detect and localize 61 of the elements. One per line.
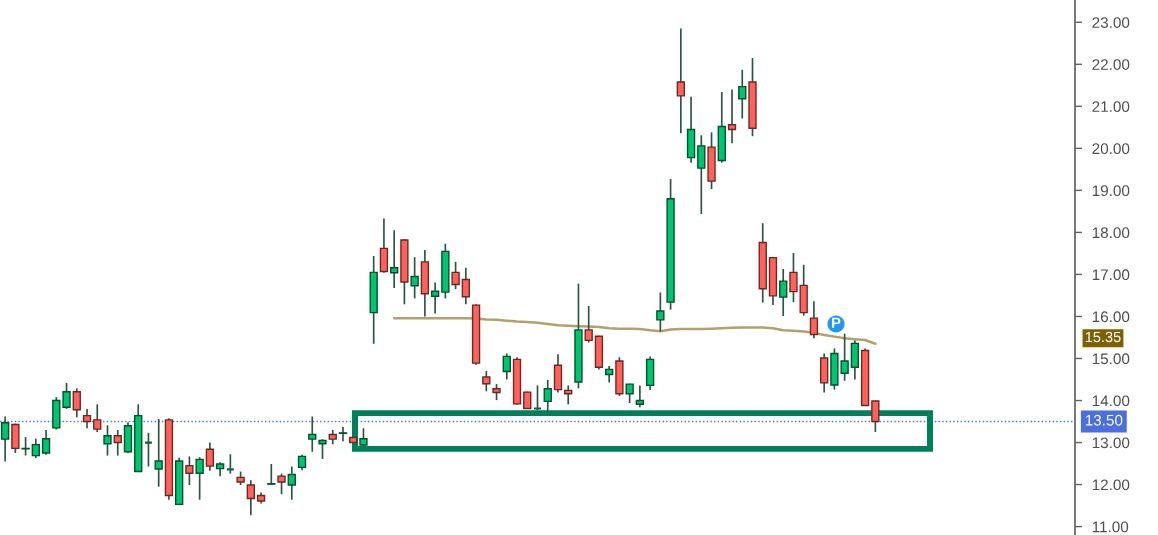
candlestick — [246, 479, 256, 517]
candlestick — [430, 281, 440, 315]
candlestick — [205, 441, 215, 472]
candlestick — [410, 256, 419, 300]
y-tick-label: 11.00 — [1092, 521, 1129, 533]
candlestick — [697, 134, 706, 215]
y-tick-label: 15.00 — [1092, 353, 1130, 365]
y-tick-label: 16.00 — [1092, 311, 1130, 323]
candlestick — [727, 88, 737, 145]
candlestick — [185, 455, 194, 486]
candlestick — [676, 27, 686, 135]
candlestick — [635, 384, 645, 409]
candlestick — [308, 415, 317, 453]
y-tick-label: 22.00 — [1092, 59, 1130, 70]
candlestick — [482, 370, 491, 393]
candlestick — [31, 437, 41, 459]
y-tick-label: 21.00 — [1092, 101, 1130, 113]
candlestick — [103, 424, 112, 457]
candlestick — [779, 268, 788, 317]
candlestick — [318, 438, 327, 460]
candlestick — [11, 422, 20, 454]
candlestick — [93, 403, 102, 433]
candlestick — [379, 217, 389, 274]
y-tick-label: 17.00 — [1092, 269, 1130, 281]
candlestick — [461, 266, 471, 306]
candlestick — [154, 418, 163, 488]
candlestick — [451, 260, 460, 290]
candlestick — [543, 379, 552, 413]
candlestick — [338, 426, 348, 443]
candlestick — [287, 465, 296, 501]
annotation: P — [832, 317, 841, 328]
y-tick-label: 13.00 — [1092, 437, 1130, 449]
y-tick-label: 14.00 — [1092, 395, 1130, 407]
candlestick — [195, 456, 204, 501]
y-tick-label: 18.00 — [1092, 227, 1130, 239]
y-tick-label: 23.00 — [1092, 17, 1130, 28]
y-tick-label: 12.00 — [1092, 479, 1130, 491]
candlestick — [41, 429, 51, 456]
candlestick — [789, 252, 798, 304]
candlestick — [850, 339, 860, 381]
candlestick — [584, 305, 593, 344]
candlestick — [21, 436, 30, 457]
candlestick — [809, 300, 819, 340]
y-tick-label: 20.00 — [1092, 143, 1130, 155]
candlestick — [267, 463, 276, 486]
candlestick — [72, 387, 81, 419]
text: 15.35 — [1085, 331, 1121, 343]
candlestick — [62, 382, 71, 410]
candlestick — [625, 382, 634, 404]
y-tick-label: 19.00 — [1092, 185, 1130, 197]
line-series — [392, 316, 877, 346]
candlestick — [113, 429, 122, 457]
candlestick — [502, 352, 511, 381]
candlestick — [871, 399, 880, 433]
candlestick — [82, 408, 92, 430]
candlestick — [0, 415, 10, 463]
candlestick — [656, 291, 665, 333]
candlestick — [738, 68, 747, 120]
candlestick — [277, 472, 286, 496]
candlestick — [389, 229, 399, 289]
ref-line-label: 13.50 — [1085, 414, 1123, 426]
